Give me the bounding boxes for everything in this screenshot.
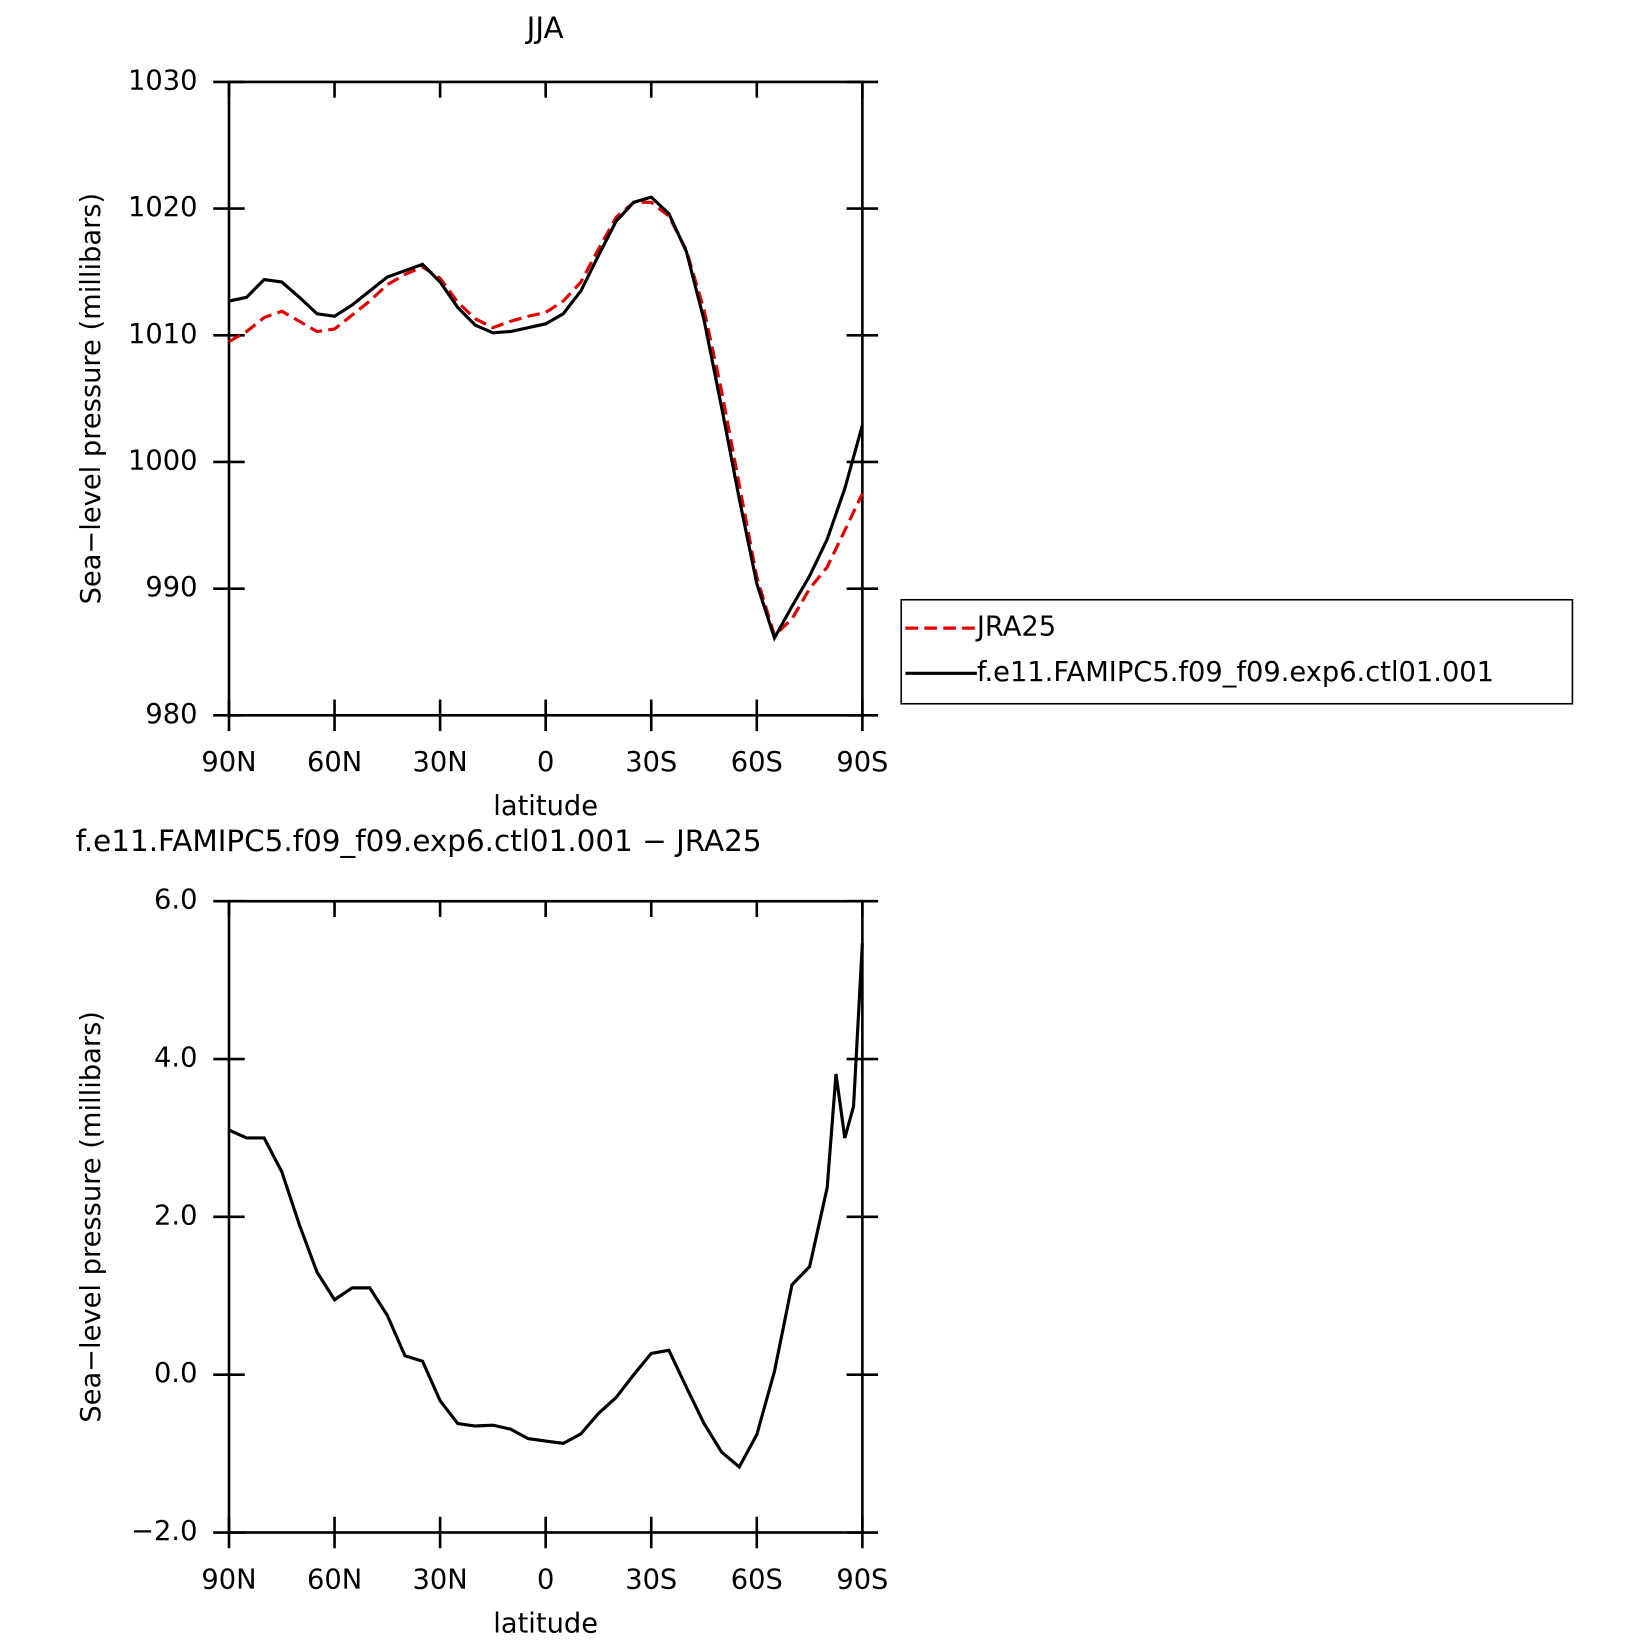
data-line [228, 200, 864, 639]
x-tick-label: 60S [731, 747, 783, 778]
y-tick-label: 1020 [128, 192, 197, 223]
y-tick-label: −2.0 [131, 1516, 197, 1547]
x-tick-label: 60S [731, 1564, 783, 1595]
data-line [228, 195, 864, 642]
x-tick-label: 90S [836, 747, 888, 778]
x-tick-label: 30N [413, 747, 468, 778]
x-tick-label: 0 [537, 1564, 554, 1595]
chart-title: JJA [525, 11, 564, 45]
x-tick-label: 90N [201, 1564, 256, 1595]
chart-title: f.e11.FAMIPC5.f09_f09.exp6.ctl01.001 − J… [76, 824, 762, 858]
x-tick-label: 90N [201, 747, 256, 778]
y-tick-label: 4.0 [154, 1043, 197, 1074]
x-tick-label: 60N [307, 747, 362, 778]
y-tick-label: 1030 [128, 65, 197, 96]
y-tick-label: 980 [145, 699, 197, 730]
data-line [228, 942, 864, 1470]
plot-frame [227, 899, 864, 1534]
x-tick-label: 30S [625, 1564, 677, 1595]
x-tick-label: 90S [836, 1564, 888, 1595]
y-tick-label: 1010 [128, 319, 197, 350]
y-axis-label: Sea−level pressure (millibars) [76, 193, 107, 605]
x-tick-label: 60N [307, 1564, 362, 1595]
y-axis-label: Sea−level pressure (millibars) [76, 1011, 107, 1423]
y-tick-label: 0.0 [154, 1358, 197, 1389]
legend-box [900, 598, 1574, 705]
legend-label: f.e11.FAMIPC5.f09_f09.exp6.ctl01.001 [977, 657, 1494, 688]
y-tick-label: 6.0 [154, 885, 197, 916]
y-tick-label: 1000 [128, 445, 197, 476]
x-axis-label: latitude [493, 791, 598, 822]
x-tick-label: 30N [413, 1564, 468, 1595]
x-tick-label: 30S [625, 747, 677, 778]
x-axis-label: latitude [493, 1608, 598, 1639]
legend-label: JRA25 [975, 612, 1056, 643]
x-tick-label: 0 [537, 747, 554, 778]
y-tick-label: 2.0 [154, 1200, 197, 1231]
y-tick-label: 990 [145, 572, 197, 603]
